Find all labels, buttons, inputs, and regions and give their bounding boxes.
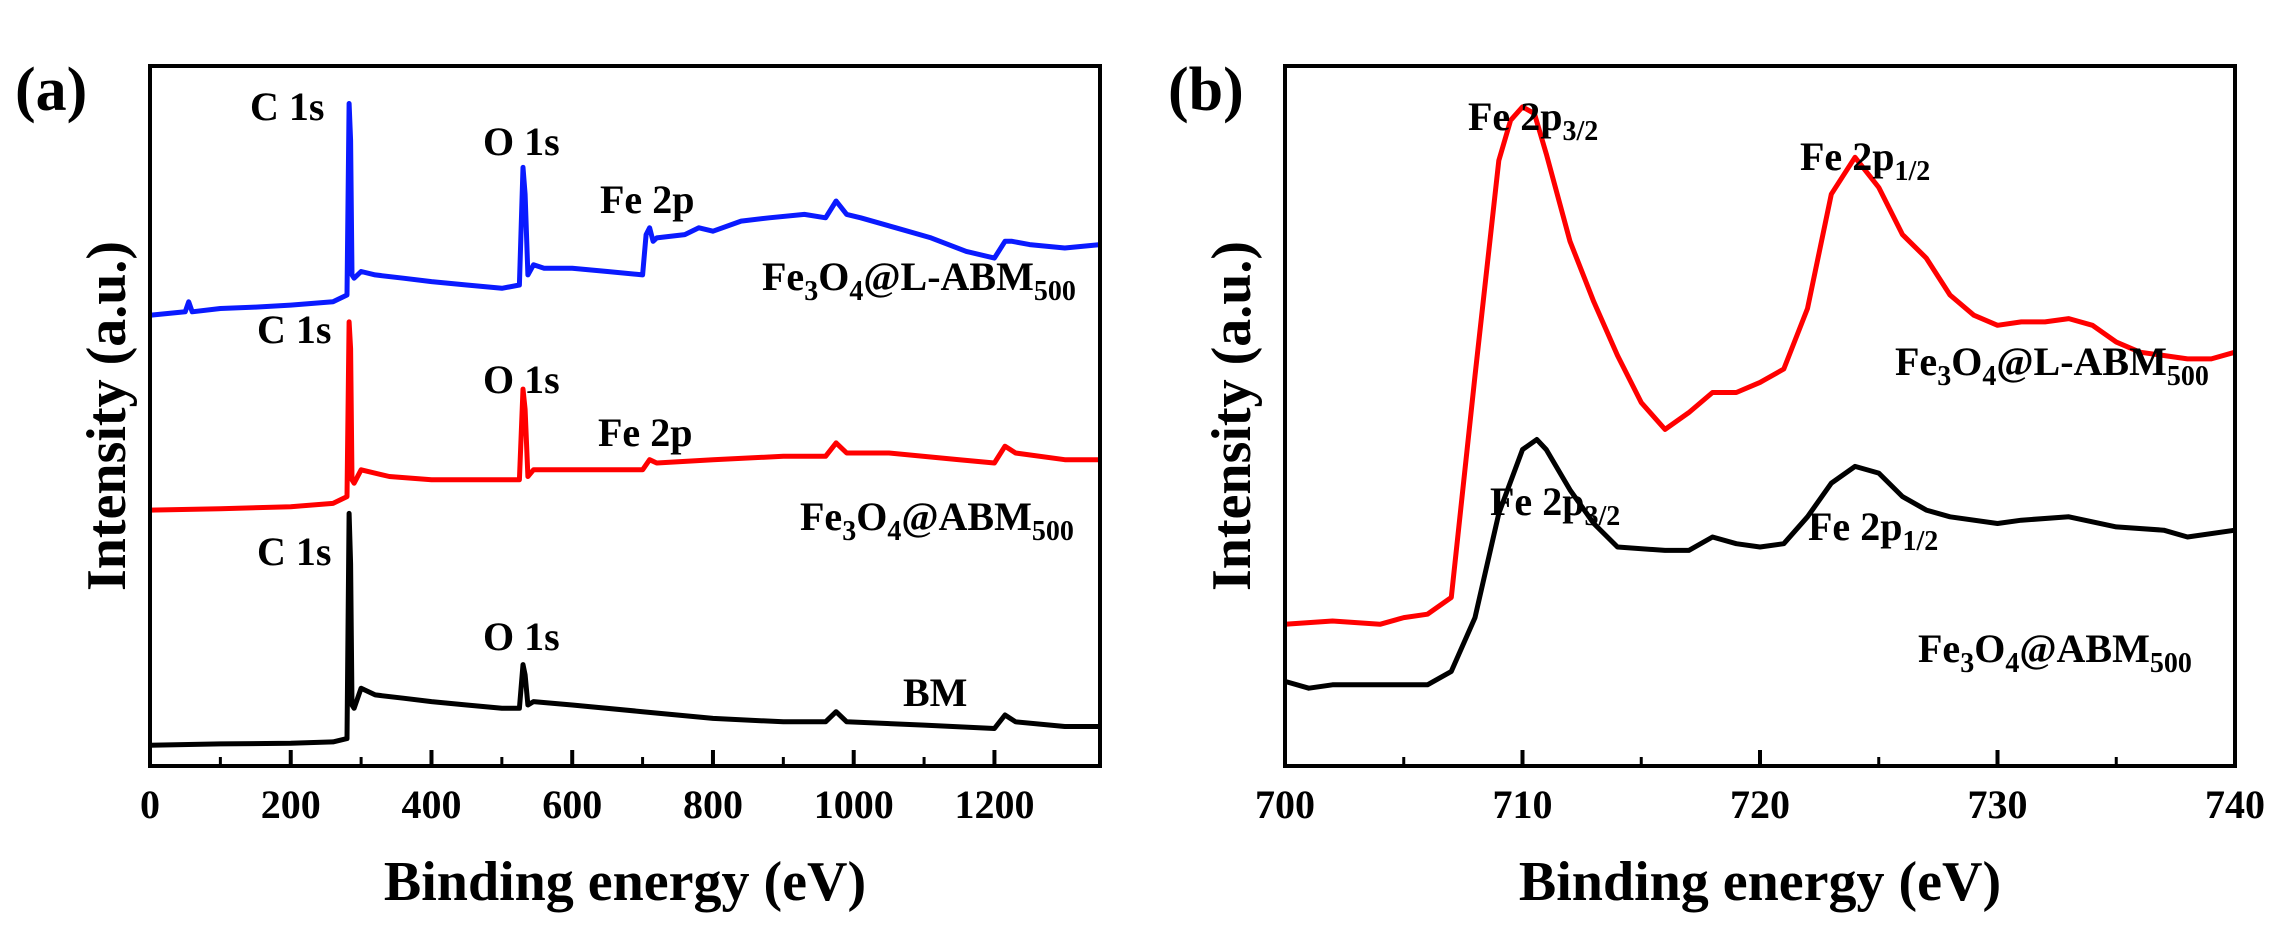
annot-b-fe2p32-bottom: Fe 2p3/2 [1490,479,1620,532]
x-tick-label-a-0: 0 [140,782,160,827]
annot-b-fe2p12-top-sub: 1/2 [1894,156,1930,187]
panel-b: (b) 700 710 720 730 740 Binding energy (eV) … [1168,56,2265,913]
x-tick-label-b-3: 730 [1968,782,2028,827]
series-label-b-2-sub2: 4 [2005,648,2019,679]
series-line-a-3 [149,510,1100,748]
annot-b-fe2p12-bottom: Fe 2p1/2 [1808,504,1938,557]
series-label-a-1-sub1: 3 [804,276,818,307]
series-label-b-fe3o4-l-abm500: Fe3O4@L-ABM500 [1895,339,2209,392]
annot-b-fe2p32-bottom-sub: 3/2 [1584,501,1620,532]
annot-a-c1s-bottom: C 1s [257,529,331,574]
series-label-a-1-sub3: 500 [1034,276,1076,307]
annot-a-c1s-mid: C 1s [257,307,331,352]
series-label-a-1-main3: @L-ABM [863,254,1034,299]
x-tick-label-a-6: 1200 [954,782,1034,827]
panel-b-x-axis-title: Binding energy (eV) [1519,851,2001,913]
x-tick-label-a-5: 1000 [814,782,894,827]
annot-b-fe2p12-top: Fe 2p1/2 [1800,134,1930,187]
annot-b-fe2p12-bottom-main: Fe 2p [1808,504,1902,549]
annot-a-c1s-top: C 1s [250,84,324,129]
x-tick-label-b-4: 740 [2205,782,2265,827]
series-label-a-bm: BM [903,670,967,715]
annot-b-fe2p32-top-main: Fe 2p [1468,94,1562,139]
panel-a-label: (a) [15,56,87,124]
series-label-b-2-sub3: 500 [2150,648,2192,679]
series-line-a-2 [149,319,1100,513]
series-label-b-1-main3: @L-ABM [1996,339,2167,384]
x-tick-label-a-2: 400 [401,782,461,827]
series-label-a-2-sub3: 500 [1032,516,1074,547]
annot-b-fe2p12-top-main: Fe 2p [1800,134,1894,179]
x-tick-label-a-1: 200 [261,782,321,827]
x-tick-label-a-4: 800 [683,782,743,827]
annot-a-o1s-top: O 1s [483,119,560,164]
panel-b-y-axis-title: Intensity (a.u.) [1201,241,1263,591]
series-line-b-1 [1284,104,2236,627]
series-label-a-2-sub2: 4 [887,516,901,547]
series-label-a-1-main: Fe [762,254,804,299]
series-line-a-1 [149,101,1101,318]
annot-a-o1s-bottom: O 1s [483,614,560,659]
series-label-b-1-sub3: 500 [2167,361,2209,392]
panel-b-label: (b) [1168,56,1244,124]
series-label-b-1-sub2: 4 [1982,361,1996,392]
series-label-a-1-sub2: 4 [849,276,863,307]
panel-a-x-ticks: 0 200 400 600 800 1000 1200 [140,750,1034,827]
annot-b-fe2p12-bottom-sub: 1/2 [1902,526,1938,557]
panel-a-frame [148,64,1102,768]
series-label-b-fe3o4-abm500: Fe3O4@ABM500 [1918,626,2192,679]
x-tick-label-a-3: 600 [542,782,602,827]
series-label-b-2-sub1: 3 [1960,648,1974,679]
series-label-b-1-main: Fe [1895,339,1937,384]
series-label-a-2-sub1: 3 [842,516,856,547]
series-label-b-1-main2: O [1951,339,1982,384]
series-label-a-fe3o4-l-abm500: Fe3O4@L-ABM500 [762,254,1076,307]
series-label-a-1-main2: O [818,254,849,299]
annot-b-fe2p32-top: Fe 2p3/2 [1468,94,1598,147]
x-tick-label-b-2: 720 [1730,782,1790,827]
panel-a: (a) 0 200 400 600 800 1000 1200 Binding energy… [15,56,1102,913]
panel-a-series [149,101,1101,748]
series-label-a-2-main3: @ABM [901,494,1032,539]
annot-a-fe2p-top: Fe 2p [600,177,694,222]
series-label-a-2-main: Fe [800,494,842,539]
series-label-b-2-main: Fe [1918,626,1960,671]
annot-a-o1s-mid: O 1s [483,357,560,402]
series-label-a-fe3o4-abm500: Fe3O4@ABM500 [800,494,1074,547]
annot-b-fe2p32-bottom-main: Fe 2p [1490,479,1584,524]
x-tick-label-b-1: 710 [1493,782,1553,827]
annot-b-fe2p32-top-sub: 3/2 [1562,116,1598,147]
series-label-b-2-main3: @ABM [2019,626,2150,671]
panel-b-series [1284,104,2236,691]
panel-a-y-axis-title: Intensity (a.u.) [76,241,138,591]
series-label-a-2-main2: O [856,494,887,539]
panel-a-x-axis-title: Binding energy (eV) [384,851,866,913]
panel-b-x-ticks: 700 710 720 730 740 [1255,750,2265,827]
annot-a-fe2p-mid: Fe 2p [598,410,692,455]
series-label-b-2-main2: O [1974,626,2005,671]
series-label-b-1-sub1: 3 [1937,361,1951,392]
series-line-b-2 [1284,437,2236,691]
x-tick-label-b-0: 700 [1255,782,1315,827]
